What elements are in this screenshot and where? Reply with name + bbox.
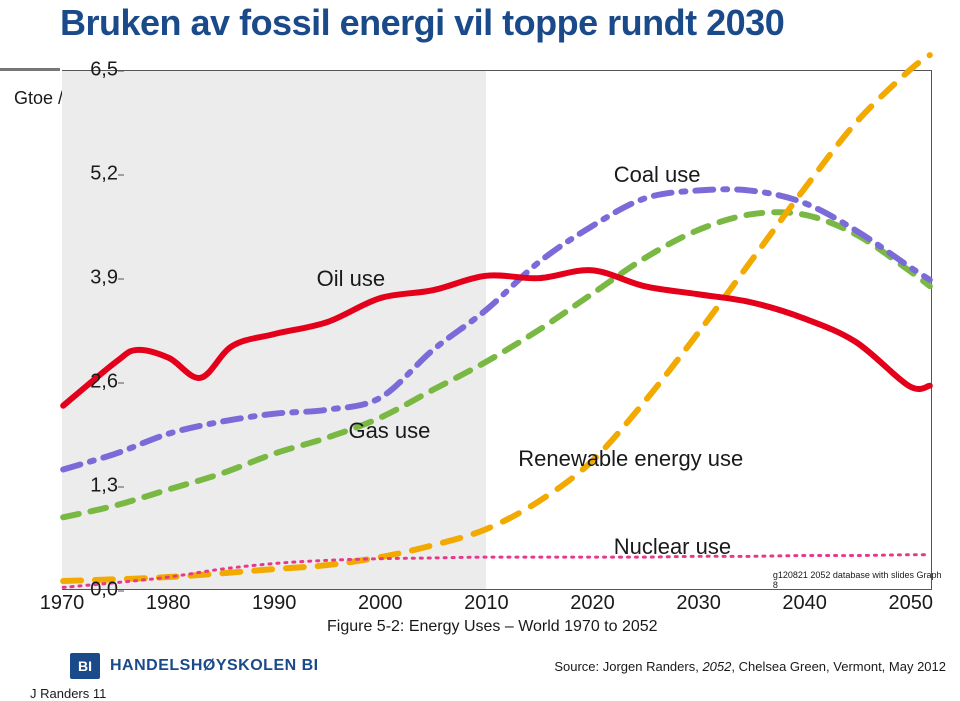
y-tick-label: 3,9 bbox=[90, 267, 118, 290]
x-tick-label: 2000 bbox=[358, 592, 403, 615]
series-gas bbox=[63, 212, 930, 517]
y-tick-label: 6,5 bbox=[90, 59, 118, 82]
series-label-gas: Gas use bbox=[348, 418, 430, 444]
y-tick-label: 0,0 bbox=[90, 579, 118, 602]
x-tick-label: 2020 bbox=[570, 592, 615, 615]
x-tick-label: 1970 bbox=[40, 592, 85, 615]
series-label-nuclear: Nuclear use bbox=[614, 534, 731, 560]
x-tick-label: 2040 bbox=[782, 592, 827, 615]
source-suffix: , Chelsea Green, Vermont, May 2012 bbox=[731, 659, 946, 674]
footer-org: HANDELSHØYSKOLEN BI bbox=[110, 657, 319, 675]
page-title: Bruken av fossil energi vil toppe rundt … bbox=[60, 2, 784, 44]
source-prefix: Source: Jorgen Randers, bbox=[554, 659, 702, 674]
series-oil bbox=[63, 270, 930, 406]
x-tick-label: 2010 bbox=[464, 592, 509, 615]
source-em: 2052 bbox=[702, 659, 731, 674]
source-citation: Source: Jorgen Randers, 2052, Chelsea Gr… bbox=[554, 659, 946, 674]
figure-caption: Figure 5-2: Energy Uses – World 1970 to … bbox=[327, 618, 658, 636]
chart-area: Gtoe / yr 0,01,32,63,95,26,5 19701980199… bbox=[14, 44, 946, 634]
x-tick-label: 1980 bbox=[146, 592, 191, 615]
series-label-coal: Coal use bbox=[614, 162, 701, 188]
x-tick-label: 2030 bbox=[676, 592, 721, 615]
y-tick-label: 1,3 bbox=[90, 475, 118, 498]
x-tick-label: 1990 bbox=[252, 592, 297, 615]
series-coal bbox=[63, 189, 930, 469]
bi-logo: BI bbox=[70, 653, 100, 679]
series-label-renewable: Renewable energy use bbox=[518, 446, 743, 472]
chart-lines bbox=[62, 71, 931, 589]
plot-area bbox=[62, 70, 932, 590]
y-tick-label: 5,2 bbox=[90, 163, 118, 186]
series-label-oil: Oil use bbox=[317, 266, 385, 292]
x-tick-label: 2050 bbox=[889, 592, 934, 615]
y-tick-label: 2,6 bbox=[90, 371, 118, 394]
footer: BI HANDELSHØYSKOLEN BI Source: Jorgen Ra… bbox=[70, 651, 946, 681]
database-note: g120821 2052 database with slides Graph … bbox=[773, 570, 946, 590]
